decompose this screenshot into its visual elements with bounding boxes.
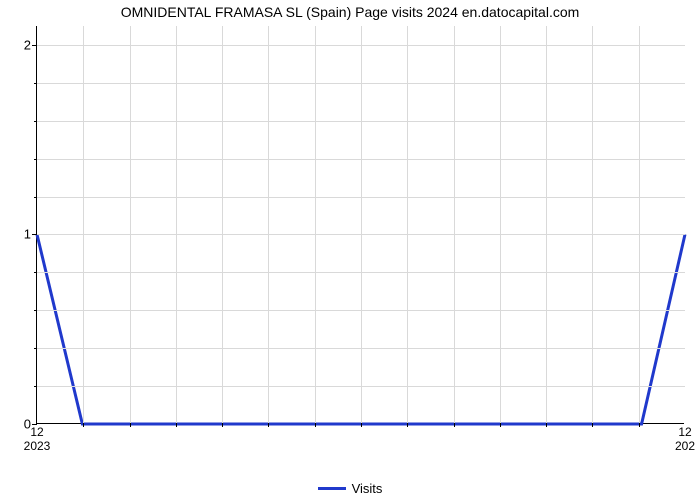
y-tick-mark bbox=[32, 45, 37, 46]
y-minor-tick bbox=[34, 159, 37, 160]
legend-label: Visits bbox=[352, 481, 383, 496]
grid-line-horizontal bbox=[37, 310, 685, 311]
grid-line-vertical bbox=[592, 26, 593, 424]
x-minor-tick bbox=[454, 423, 455, 427]
y-minor-tick bbox=[34, 386, 37, 387]
grid-line-vertical bbox=[176, 26, 177, 424]
y-minor-tick bbox=[34, 348, 37, 349]
y-tick-mark bbox=[32, 234, 37, 235]
grid-line-horizontal bbox=[37, 159, 685, 160]
x-minor-tick bbox=[176, 423, 177, 427]
y-minor-tick bbox=[34, 83, 37, 84]
grid-line-vertical bbox=[315, 26, 316, 424]
grid-line-vertical bbox=[130, 26, 131, 424]
plot-area: 01212202312202 bbox=[36, 26, 684, 424]
grid-line-horizontal bbox=[37, 83, 685, 84]
grid-line-horizontal bbox=[37, 234, 685, 235]
y-minor-tick bbox=[34, 197, 37, 198]
grid-line-vertical bbox=[639, 26, 640, 424]
x-minor-tick bbox=[546, 423, 547, 427]
x-minor-tick bbox=[130, 423, 131, 427]
x-minor-tick bbox=[639, 423, 640, 427]
grid-line-vertical bbox=[222, 26, 223, 424]
grid-line-vertical bbox=[454, 26, 455, 424]
x-tick-label: 202 bbox=[675, 423, 695, 453]
x-minor-tick bbox=[315, 423, 316, 427]
chart-container: OMNIDENTAL FRAMASA SL (Spain) Page visit… bbox=[0, 0, 700, 500]
grid-line-horizontal bbox=[37, 386, 685, 387]
grid-line-horizontal bbox=[37, 272, 685, 273]
x-minor-tick bbox=[222, 423, 223, 427]
y-minor-tick bbox=[34, 272, 37, 273]
grid-line-horizontal bbox=[37, 348, 685, 349]
x-minor-tick bbox=[268, 423, 269, 427]
x-tick-label: 2023 bbox=[24, 423, 51, 453]
grid-line-horizontal bbox=[37, 197, 685, 198]
legend: Visits bbox=[0, 481, 700, 496]
grid-line-vertical bbox=[83, 26, 84, 424]
grid-line-horizontal bbox=[37, 121, 685, 122]
x-minor-tick bbox=[361, 423, 362, 427]
grid-line-vertical bbox=[500, 26, 501, 424]
x-minor-tick bbox=[592, 423, 593, 427]
y-minor-tick bbox=[34, 121, 37, 122]
grid-line-vertical bbox=[361, 26, 362, 424]
legend-swatch bbox=[318, 487, 346, 490]
grid-line-horizontal bbox=[37, 45, 685, 46]
x-minor-tick bbox=[407, 423, 408, 427]
grid-line-vertical bbox=[546, 26, 547, 424]
x-minor-tick bbox=[83, 423, 84, 427]
grid-line-vertical bbox=[407, 26, 408, 424]
y-minor-tick bbox=[34, 310, 37, 311]
grid-line-vertical bbox=[268, 26, 269, 424]
x-minor-tick bbox=[500, 423, 501, 427]
chart-title: OMNIDENTAL FRAMASA SL (Spain) Page visit… bbox=[0, 4, 700, 20]
